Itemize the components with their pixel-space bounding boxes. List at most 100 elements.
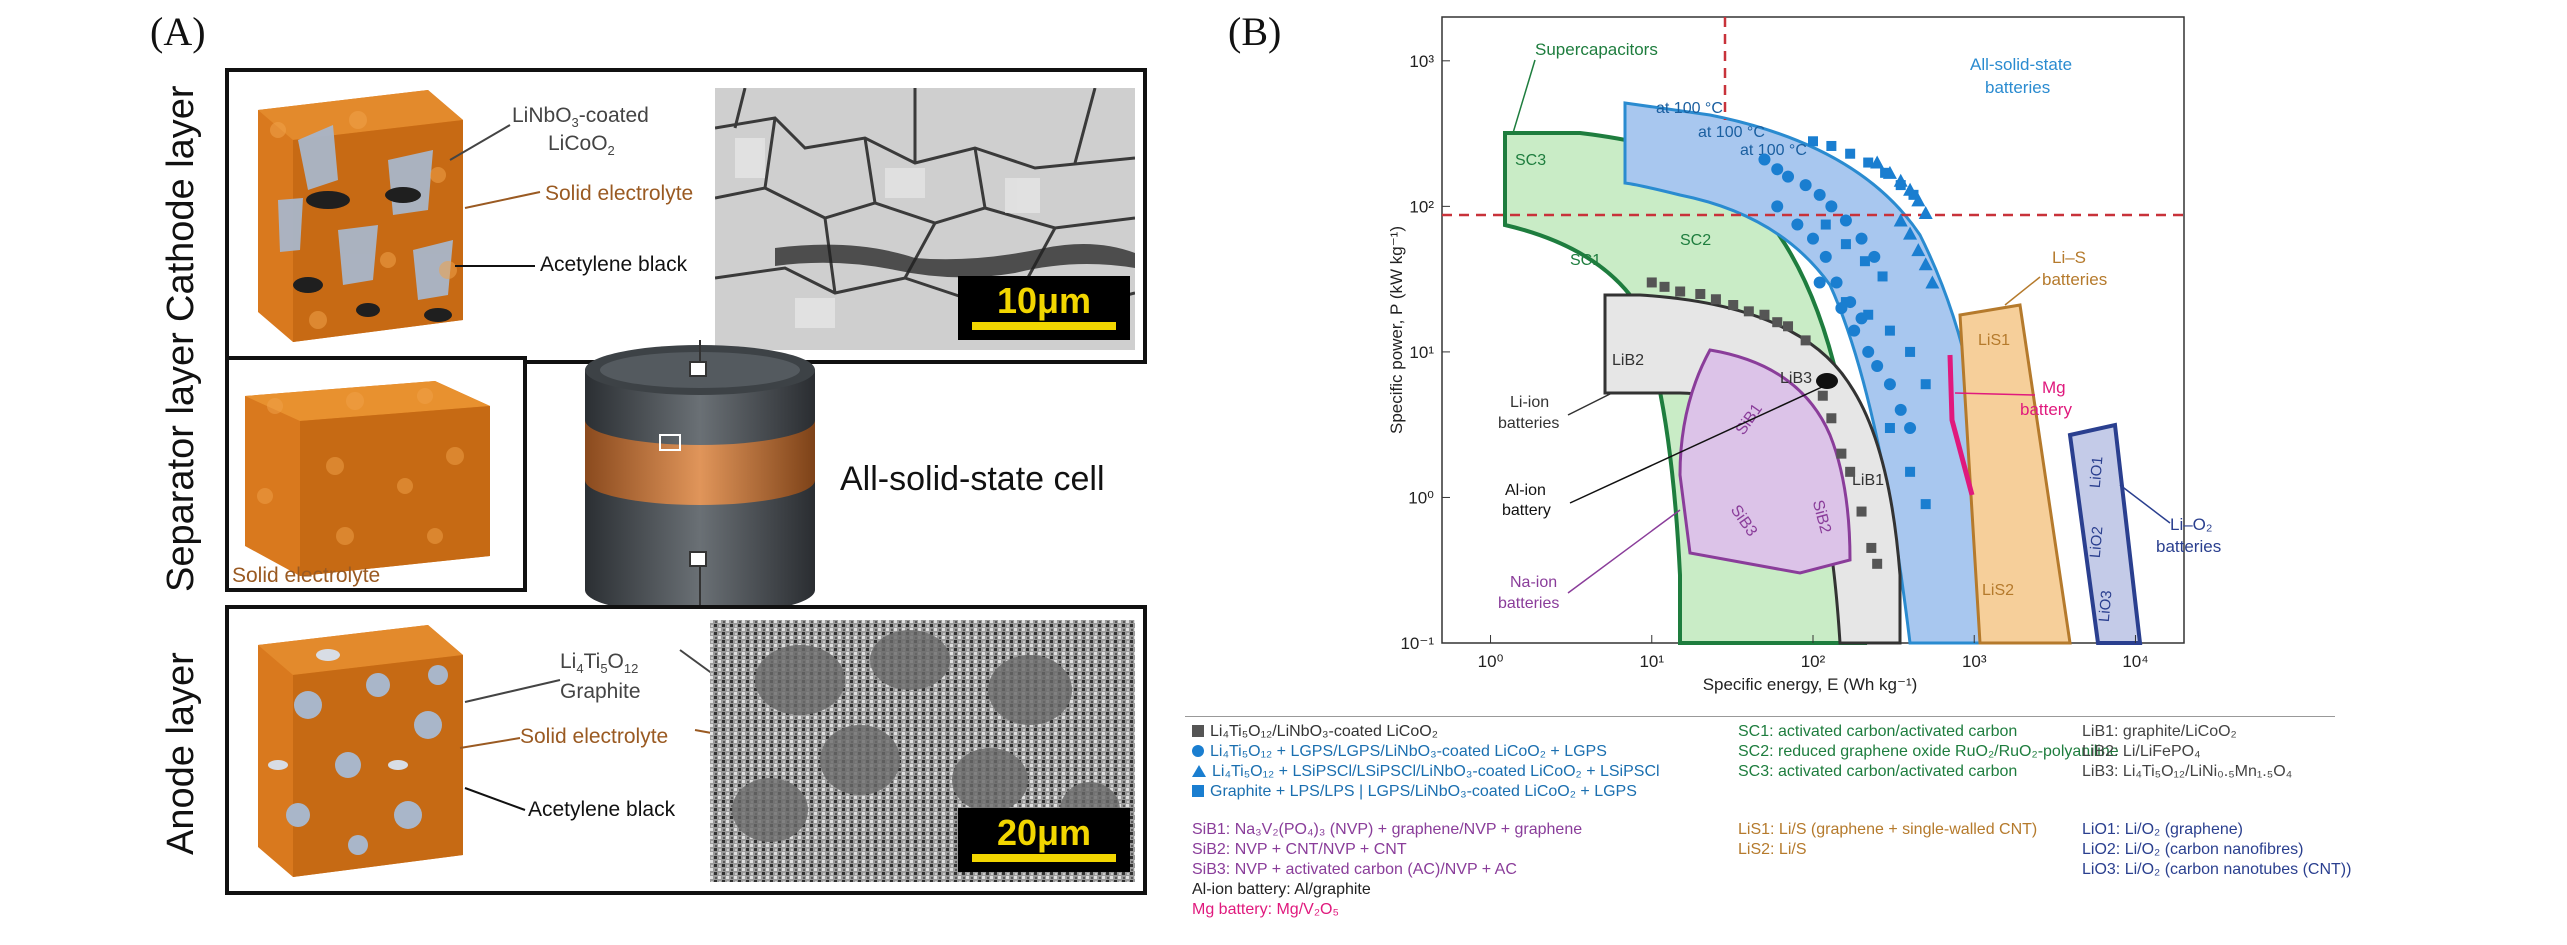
data-point-circle-blue <box>1871 360 1884 373</box>
label-alion: Al-ion <box>1505 482 1546 499</box>
legend-col3: LiB1: graphite/LiCoO₂ LiB2: Li/LiFePO₄ L… <box>2082 722 2292 782</box>
separator-cube-illustration <box>245 381 490 576</box>
label-mg-battery: battery <box>2020 400 2072 419</box>
label-at100-b: at 100 °C <box>1698 124 1765 141</box>
label-lio2-batteries: batteries <box>2156 537 2221 556</box>
data-point-square-gray <box>1772 317 1783 328</box>
data-point-square-blue <box>1820 219 1831 230</box>
lto-sub2: 5 <box>600 661 608 677</box>
legend-lto-lgps-text: Li₄Ti₅O₁₂ + LGPS/LGPS/LiNbO₃-coated LiCo… <box>1210 743 1607 760</box>
leader-lio2 <box>2119 484 2171 524</box>
data-point-square-blue <box>1905 346 1916 357</box>
y-tick-label: 10² <box>1409 197 1434 216</box>
anode-cube-illustration <box>258 625 463 877</box>
all-solid-state-cell-cylinder <box>585 345 815 615</box>
lto-sub1: 4 <box>576 661 584 677</box>
mg-line <box>1947 354 1975 496</box>
separator-side-label: Separator layer <box>160 332 202 592</box>
data-point-triangle-blue <box>1911 243 1926 257</box>
data-point-circle-blue <box>1894 403 1907 416</box>
lto-o: O <box>607 650 624 673</box>
legend-graphite-lps-text: Graphite + LPS/LPS | LGPS/LiNbO₃-coated … <box>1210 783 1637 800</box>
data-point-square-blue <box>1845 148 1856 159</box>
panel-a-letter: (A) <box>150 9 206 54</box>
label-liion: Li-ion <box>1510 394 1549 411</box>
label-lib3: LiB3 <box>1780 370 1812 387</box>
label-lib1: LiB1 <box>1852 472 1884 489</box>
data-point-circle-blue <box>1813 276 1826 289</box>
label-lis1: LiS1 <box>1978 332 2010 349</box>
lto-sub3: 12 <box>623 661 639 677</box>
graphite-label: Graphite <box>560 680 641 703</box>
data-point-square-blue <box>1908 189 1919 200</box>
legend-graphite-lps: Graphite + LPS/LPS | LGPS/LiNbO₃-coated … <box>1192 782 1660 802</box>
data-point-circle-blue <box>1819 250 1832 263</box>
label-lio2-name: Li–O₂ <box>2170 515 2213 534</box>
anode-scale-line <box>972 854 1116 862</box>
x-tick-label: 10³ <box>1962 652 1987 671</box>
data-point-circle-blue <box>1771 200 1784 213</box>
data-point-square-blue <box>1884 325 1895 336</box>
anode-side-label: Anode layer <box>160 652 202 855</box>
y-tick-label: 10¹ <box>1409 343 1434 362</box>
legend-lto-linbo-text: Li₄Ti₅O₁₂/LiNbO₃-coated LiCoO₂ <box>1210 723 1438 740</box>
x-tick-label: 10⁰ <box>1478 652 1504 671</box>
data-point-square-blue <box>1840 239 1851 250</box>
lto-ti: Ti <box>583 650 601 673</box>
legend-square-gray-icon <box>1192 725 1204 737</box>
data-point-square-blue <box>1863 309 1874 320</box>
y-tick-labels: 10⁻¹ 10⁰ 10¹ 10² 10³ <box>1400 52 1450 653</box>
anode-scale-text: 20μm <box>996 812 1092 853</box>
legend-lio1: LiO1: Li/O₂ (graphene) <box>2082 821 2243 838</box>
legend-sib2: SiB2: NVP + CNT/NVP + CNT <box>1192 841 1407 858</box>
cell-connector-lines <box>699 340 701 620</box>
data-point-square-gray <box>1800 335 1811 346</box>
legend-lib1: LiB1: graphite/LiCoO₂ <box>2082 723 2237 740</box>
data-point-circle-blue <box>1862 345 1875 358</box>
legend-lto-lsipscl: Li₄Ti₅O₁₂ + LSiPSCl/LSiPSCl/LiNbO₃-coate… <box>1192 762 1660 782</box>
label-supercapacitors: Supercapacitors <box>1535 40 1658 59</box>
data-point-circle-blue <box>1771 163 1784 176</box>
cathode-cube-illustration <box>258 90 463 342</box>
legend-sc1: SC1: activated carbon/activated carbon <box>1738 723 2018 740</box>
legend-col1: Li₄Ti₅O₁₂/LiNbO₃-coated LiCoO₂ Li₄Ti₅O₁₂… <box>1192 722 1660 802</box>
data-point-square-gray <box>1759 309 1770 320</box>
data-point-square-gray <box>1836 448 1847 459</box>
data-point-triangle-blue <box>1903 226 1918 240</box>
data-point-square-blue <box>1920 379 1931 390</box>
data-point-square-gray <box>1783 321 1794 332</box>
label-all-solid-state-batteries: batteries <box>1985 78 2050 97</box>
label-lis-batteries: batteries <box>2042 270 2107 289</box>
data-point-square-gray <box>1743 306 1754 317</box>
legend-triangle-blue-icon <box>1192 765 1206 777</box>
data-point-triangle-blue <box>1918 257 1933 271</box>
lto-li: Li <box>560 650 577 673</box>
label-naion-batteries: batteries <box>1498 595 1559 612</box>
data-point-square-blue <box>1877 271 1888 282</box>
lnbo-tail: -coated <box>578 104 649 127</box>
legend-lis: LiS1: Li/S (graphene + single-walled CNT… <box>1738 820 2037 860</box>
data-point-square-blue <box>1808 136 1818 147</box>
x-tick-label: 10⁴ <box>2122 652 2148 671</box>
legend-lio2: LiO2: Li/O₂ (carbon nanofibres) <box>2082 841 2304 858</box>
y-tick-label: 10⁻¹ <box>1400 634 1434 653</box>
data-point-square-blue <box>1880 167 1891 178</box>
legend-lib2: LiB2: Li/LiFePO₄ <box>2082 743 2201 760</box>
legend-lio: LiO1: Li/O₂ (graphene) LiO2: Li/O₂ (carb… <box>2082 820 2351 880</box>
legend-mg: Mg battery: Mg/V₂O₅ <box>1192 901 1339 918</box>
cathode-side-label: Cathode layer <box>160 85 202 322</box>
data-point-circle-blue <box>1904 422 1917 435</box>
leader-naion <box>1567 509 1681 594</box>
lnbo-sub: 3 <box>571 115 579 131</box>
data-point-circle-blue <box>1799 179 1812 192</box>
label-sc3: SC3 <box>1515 152 1546 169</box>
legend-lis1: LiS1: Li/S (graphene + single-walled CNT… <box>1738 821 2038 838</box>
legend-square-blue-icon <box>1192 785 1204 797</box>
data-point-square-gray <box>1856 506 1867 517</box>
cathode-acetylene-black-label: Acetylene black <box>540 253 688 276</box>
legend-sib: SiB1: Na₃V₂(PO₄)₃ (NVP) + graphene/NVP +… <box>1192 820 1582 920</box>
lnbo-text: LiNbO <box>512 104 572 127</box>
legend-sib1: SiB1: Na₃V₂(PO₄)₃ (NVP) + graphene/NVP +… <box>1192 821 1583 838</box>
data-point-triangle-blue <box>1918 206 1933 220</box>
legend-col2: SC1: activated carbon/activated carbon S… <box>1738 722 2119 782</box>
